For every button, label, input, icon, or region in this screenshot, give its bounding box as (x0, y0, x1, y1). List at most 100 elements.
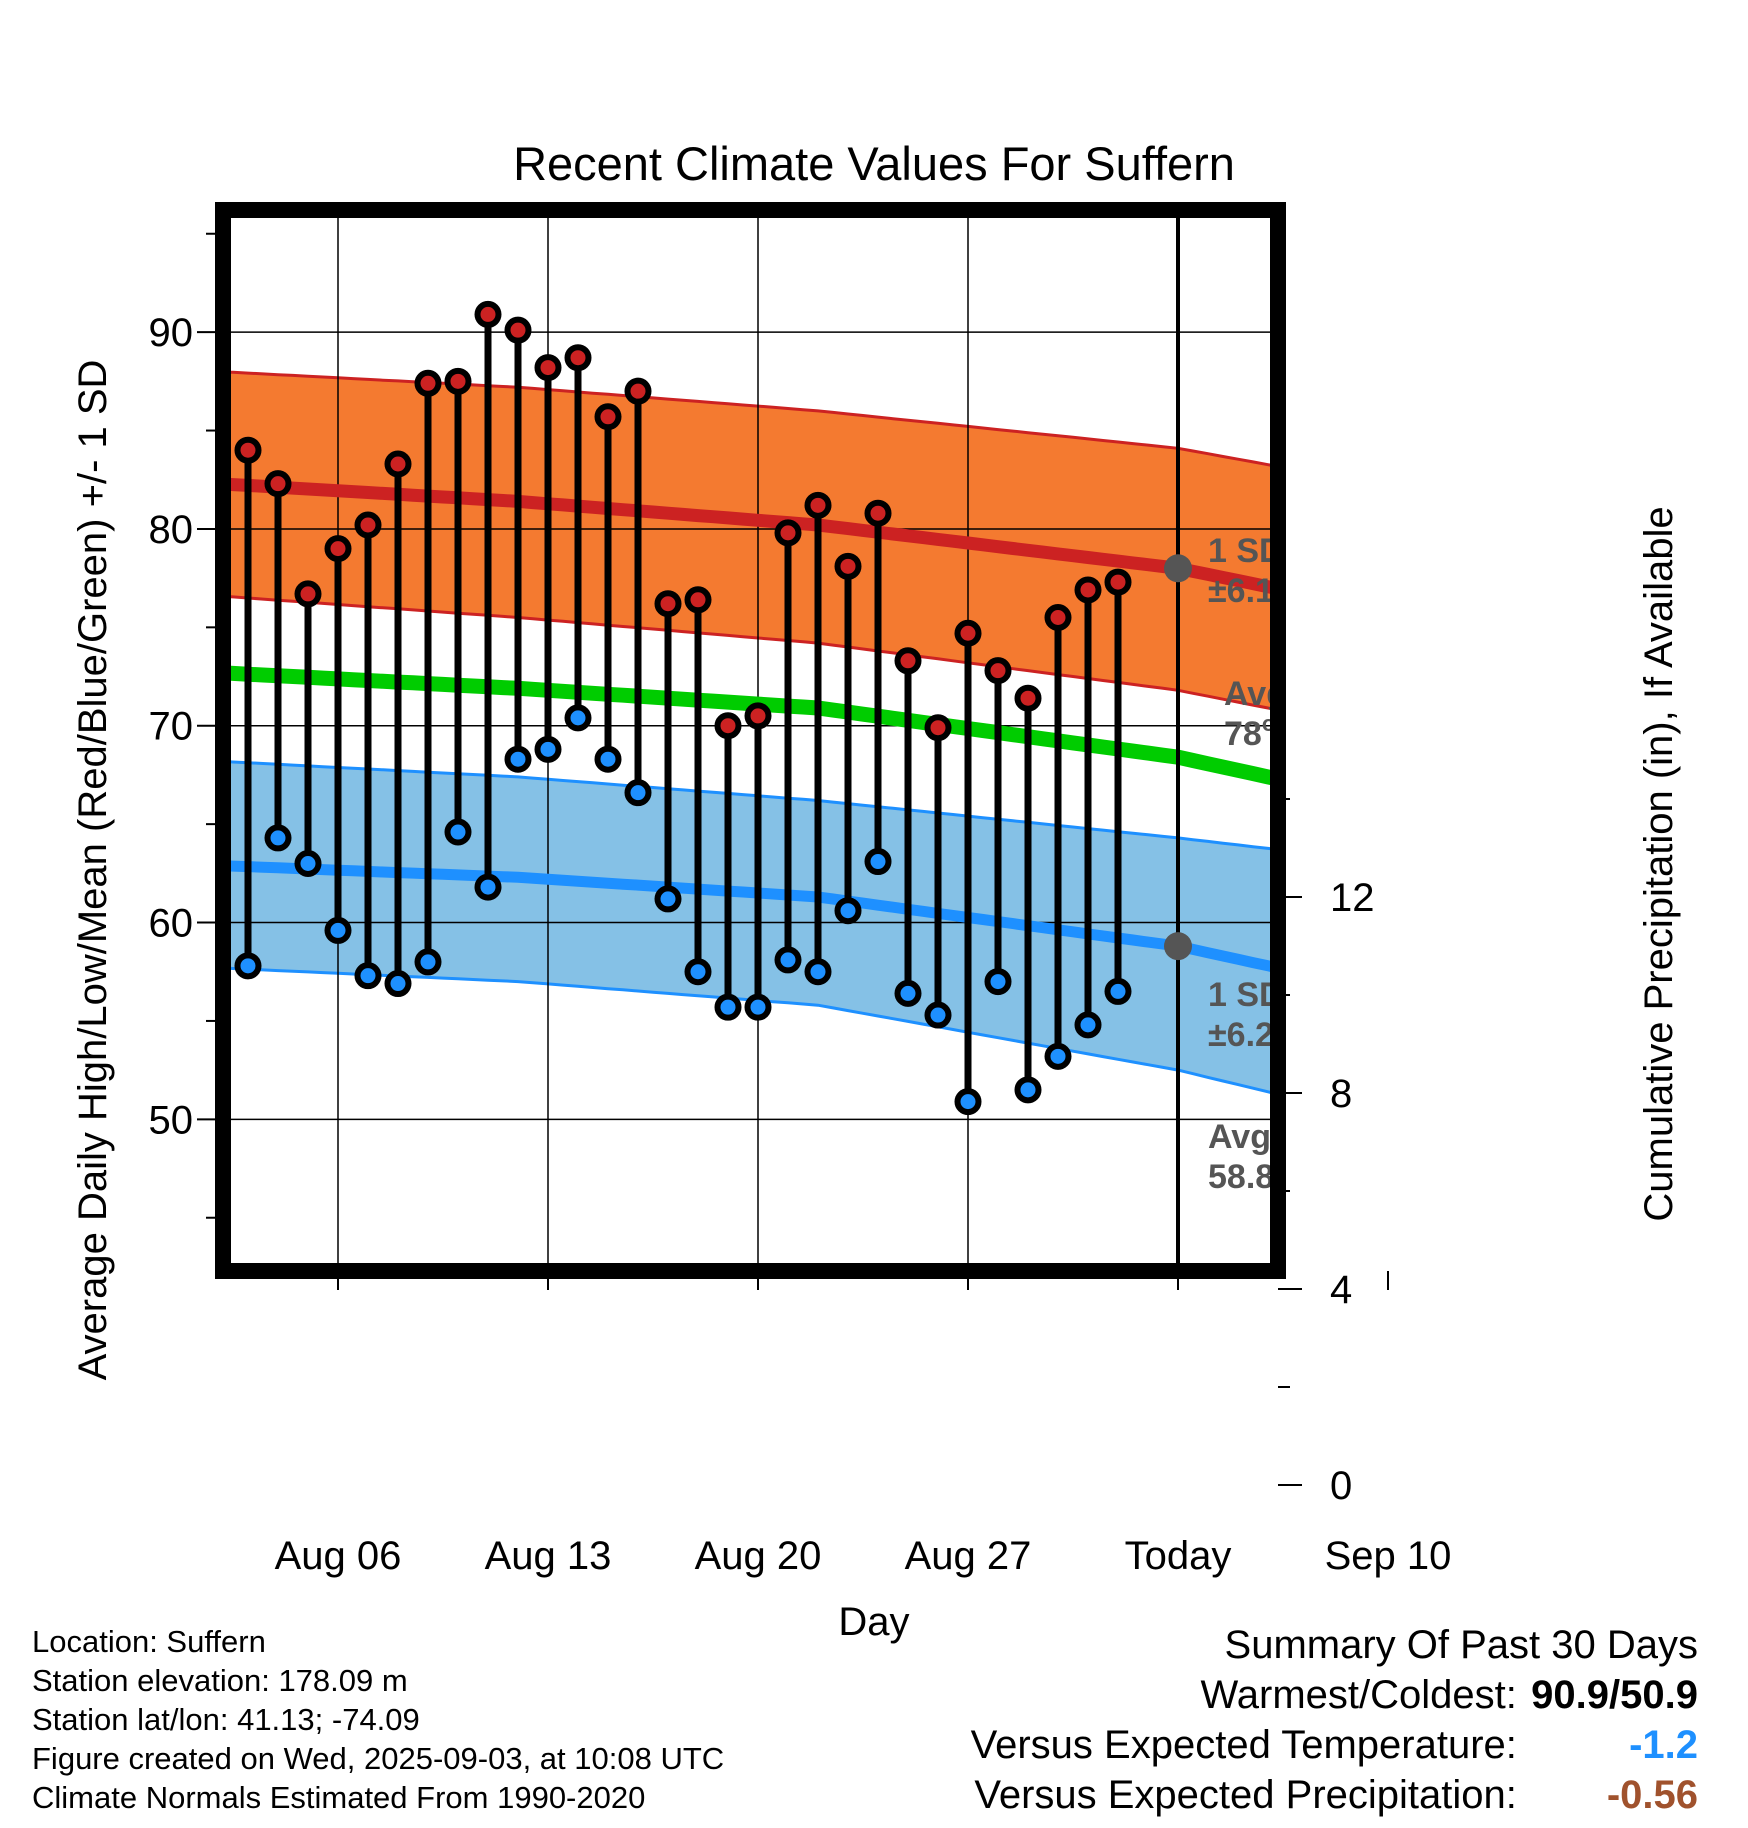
daily-range-bars (244, 314, 1122, 1102)
high-point (534, 354, 562, 382)
low-point (804, 958, 832, 986)
x-axis-label: Day (838, 1600, 909, 1644)
today-avg-high-marker (1164, 554, 1192, 583)
high-point (234, 436, 262, 464)
high-point (354, 511, 382, 539)
window-annotation-line1: 30 (1203, 1384, 1241, 1422)
low-point (834, 897, 862, 925)
low-point (534, 735, 562, 763)
low-avg-annotation-line2: 58.8oF (1208, 1154, 1308, 1196)
low-point (744, 993, 772, 1021)
low-point (234, 952, 262, 980)
high-point (594, 403, 622, 431)
high-point (684, 586, 712, 614)
low-sd-annotation-line2: ±6.2oF (1208, 1012, 1308, 1054)
low-avg-annotation-line1: Avg: (1208, 1118, 1282, 1156)
y2-tick-label: 4 (1330, 1268, 1352, 1312)
high-point (714, 712, 742, 740)
low-sd-lower-edge (231, 966, 1270, 1094)
y-tick-label: 50 (149, 1098, 194, 1142)
avg-low-line (231, 860, 1270, 972)
high-point (1044, 604, 1072, 632)
low-point (384, 970, 412, 998)
degree-symbol: o (1262, 711, 1275, 736)
low-sd-band (231, 761, 1270, 1093)
x-tick-label: Aug 06 (275, 1534, 402, 1578)
high-point (1014, 684, 1042, 712)
avg-mean-line (231, 665, 1270, 786)
warmest-coldest-value: 90.9/50.9 (1531, 1673, 1698, 1717)
temp-departure-label: Versus Expected Temperature: (970, 1723, 1517, 1767)
x-tick-label: Sep 10 (1325, 1534, 1452, 1578)
y-axis-label: Average Daily High/Low/Mean (Red/Blue/Gr… (71, 360, 115, 1381)
y-tick-label: 70 (149, 705, 194, 749)
low-point (1014, 1076, 1042, 1104)
y2-tick-label: 0 (1330, 1464, 1352, 1508)
precip-departure-label: Versus Expected Precipitation: (974, 1773, 1517, 1817)
low-point (294, 849, 322, 877)
warmest-coldest-row: Warmest/Coldest: 90.9/50.9 (971, 1670, 1699, 1720)
low-point (504, 745, 532, 773)
low-point (684, 958, 712, 986)
warmest-coldest-label: Warmest/Coldest: (1200, 1673, 1517, 1717)
low-point (1104, 977, 1132, 1005)
low-point (1044, 1042, 1072, 1070)
high-point (954, 619, 982, 647)
high-sd-annotation-line2: ±6.1oF (1208, 568, 1308, 610)
latlon-text: Station lat/lon: 41.13; -74.09 (32, 1702, 420, 1737)
high-point (564, 344, 592, 372)
low-point (324, 916, 352, 944)
unit-label: F (1287, 572, 1308, 610)
y-tick-label: 60 (149, 902, 194, 946)
low-point (474, 873, 502, 901)
precip-area (218, 1306, 1448, 1485)
summary-panel: Summary Of Past 30 Days Warmest/Coldest:… (971, 1620, 1698, 1820)
high-point (294, 580, 322, 608)
grid-lines (231, 218, 1270, 1263)
normals-text: Climate Normals Estimated From 1990-2020 (32, 1780, 646, 1815)
unit-label: F (1288, 1158, 1309, 1196)
temp-departure-row: Versus Expected Temperature: -1.2 (971, 1720, 1698, 1770)
plot-frame (215, 202, 1286, 1279)
y-axis: 50 60 70 80 90 (149, 232, 215, 1219)
high-point (444, 367, 472, 395)
chart-title: Recent Climate Values For Suffern (513, 137, 1235, 190)
high-point (864, 499, 892, 527)
low-sd-annotation-line1: 1 SD: (1208, 976, 1295, 1014)
high-point (654, 590, 682, 618)
x-tick-label: Today (1125, 1534, 1232, 1578)
unit-label: F (1287, 1016, 1308, 1054)
high-point (324, 535, 352, 563)
elevation-text: Station elevation: 178.09 m (32, 1663, 408, 1698)
low-point (954, 1088, 982, 1116)
high-point (804, 491, 832, 519)
low-point (894, 979, 922, 1007)
y2-axis-label: Cumulative Precipitation (in), If Availa… (1637, 506, 1681, 1221)
low-sd-annotation: 1 SD:±6.2oF (1208, 976, 1308, 1054)
low-sd-upper-edge (231, 760, 1270, 851)
low-point (714, 993, 742, 1021)
low-point (1074, 1011, 1102, 1039)
temp-departure-value: -1.2 (1629, 1723, 1698, 1767)
x-tick-label: Aug 13 (485, 1534, 612, 1578)
station-info: Location: Suffern Station elevation: 178… (32, 1622, 724, 1817)
x-axis: Aug 06 Aug 13 Aug 20 Aug 27 Today Sep 10 (275, 1271, 1452, 1578)
high-sd-annotation: 1 SD:±6.1oF (1208, 532, 1308, 610)
high-point (414, 369, 442, 397)
low-point (624, 779, 652, 807)
high-point (834, 552, 862, 580)
high-point (504, 316, 532, 344)
high-avg-annotation: Avg:78oF (1224, 675, 1275, 753)
precip-departure-row: Versus Expected Precipitation: -0.56 (971, 1770, 1698, 1820)
today-avg-low-marker (1164, 932, 1192, 961)
low-point (654, 885, 682, 913)
low-point (594, 745, 622, 773)
created-text: Figure created on Wed, 2025-09-03, at 10… (32, 1741, 725, 1776)
low-point (354, 962, 382, 990)
high-point (1074, 576, 1102, 604)
y-tick-label: 80 (149, 508, 194, 552)
high-point (624, 377, 652, 405)
avg-high-line (231, 477, 1270, 594)
